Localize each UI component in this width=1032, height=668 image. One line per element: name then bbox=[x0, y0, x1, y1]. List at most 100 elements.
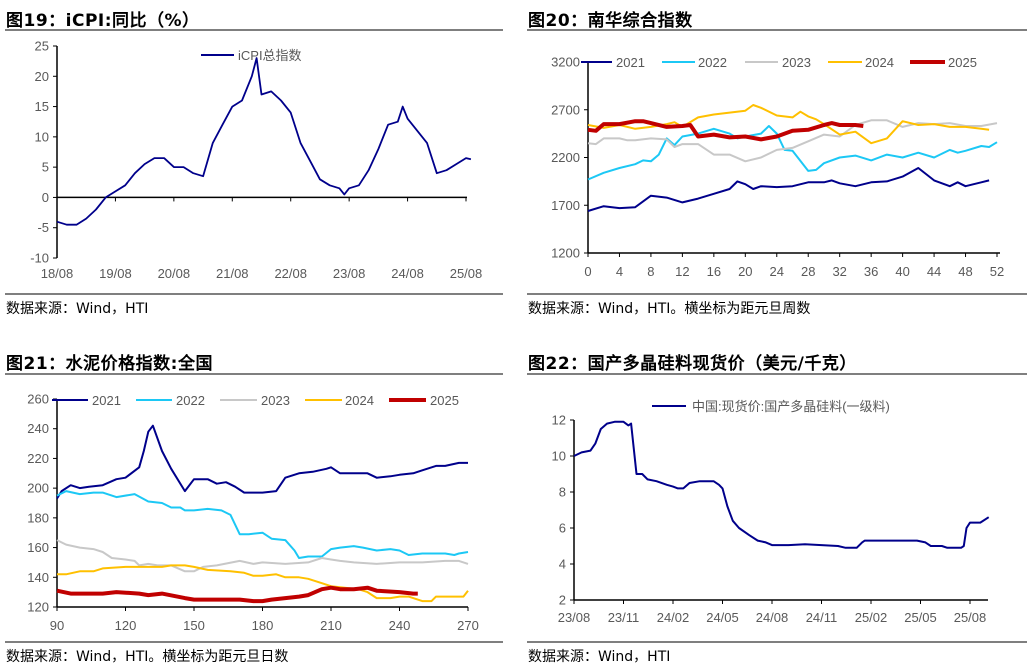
y-tick-label: 20 bbox=[35, 69, 49, 84]
series-line-中国:现货价:国产多晶硅料(一级料) bbox=[573, 420, 990, 549]
series-line-2021 bbox=[56, 424, 468, 500]
x-tick-label: 48 bbox=[958, 264, 972, 279]
legend-item: 2024 bbox=[305, 393, 374, 408]
x-tick-label: 22/08 bbox=[274, 266, 307, 281]
y-tick-label: 5 bbox=[42, 160, 49, 175]
legend-item: 2021 bbox=[581, 55, 645, 70]
y-tick-label: 180 bbox=[27, 510, 49, 525]
x-tick-label: 24/05 bbox=[706, 610, 739, 625]
x-tick-label: 18/08 bbox=[41, 266, 74, 281]
y-tick-label: 260 bbox=[27, 392, 49, 407]
series-line-2022 bbox=[56, 490, 469, 559]
series-line-2022 bbox=[587, 125, 998, 181]
y-tick-label: 140 bbox=[27, 570, 49, 585]
x-tick-label: 24/11 bbox=[806, 610, 838, 625]
y-tick-label: 120 bbox=[27, 600, 49, 615]
y-tick-label: 2200 bbox=[551, 150, 580, 165]
chart-22-plot: 12 10 8 6 4 2 23/08 23/11 24/02 24/05 24/08 24/11 25… bbox=[552, 399, 990, 625]
y-tick-label: 25 bbox=[35, 39, 49, 54]
x-tick-label: 240 bbox=[389, 618, 411, 633]
series-line-2025 bbox=[587, 119, 864, 142]
chart-19-top-rule bbox=[5, 29, 503, 31]
y-tick-label: 160 bbox=[27, 540, 49, 555]
legend-label: 2024 bbox=[345, 393, 374, 408]
series-line-iCPI总指数 bbox=[56, 57, 472, 226]
x-tick-label: 52 bbox=[990, 264, 1004, 279]
legend-item: 2023 bbox=[220, 393, 290, 408]
legend-label: 2021 bbox=[616, 55, 645, 70]
y-tick-label: 2700 bbox=[551, 102, 580, 117]
chart-22-source: 数据来源：Wind，HTI bbox=[528, 649, 671, 665]
chart-21-top-rule bbox=[5, 373, 503, 375]
x-tick-label: 36 bbox=[864, 264, 878, 279]
legend-label: 2022 bbox=[176, 393, 205, 408]
legend-label: 2025 bbox=[948, 55, 977, 70]
x-tick-label: 150 bbox=[183, 618, 205, 633]
x-tick-label: 90 bbox=[50, 618, 64, 633]
x-tick-label: 25/05 bbox=[904, 610, 937, 625]
chart-22-title: 图22：国产多晶硅料现货价（美元/千克） bbox=[528, 354, 857, 374]
chart-20-source: 数据来源：Wind，HTI。横坐标为距元旦周数 bbox=[528, 301, 811, 317]
y-tick-label: 15 bbox=[35, 99, 49, 114]
legend-label: iCPI总指数 bbox=[238, 48, 302, 63]
x-tick-label: 4 bbox=[616, 264, 623, 279]
legend-item: 2023 bbox=[745, 55, 811, 70]
y-tick-label: 8 bbox=[559, 485, 566, 500]
series-line-2024 bbox=[57, 564, 469, 603]
chart-20-title: 图20：南华综合指数 bbox=[528, 11, 693, 31]
chart-21-bottom-rule bbox=[5, 641, 503, 643]
x-tick-label: 24 bbox=[770, 264, 784, 279]
x-tick-label: 16 bbox=[707, 264, 721, 279]
x-tick-label: 28 bbox=[801, 264, 815, 279]
y-tick-label: 4 bbox=[559, 557, 566, 572]
y-tick-label: 1200 bbox=[551, 246, 580, 261]
y-tick-label: 0 bbox=[42, 190, 49, 205]
y-tick-label: -5 bbox=[37, 220, 49, 235]
x-tick-label: 120 bbox=[115, 618, 137, 633]
chart-20-bottom-rule bbox=[527, 293, 1027, 295]
y-tick-label: 3200 bbox=[551, 55, 580, 70]
series-line-2023 bbox=[587, 119, 998, 163]
y-tick-label: 10 bbox=[35, 129, 49, 144]
x-tick-label: 20 bbox=[738, 264, 752, 279]
y-tick-label: 6 bbox=[559, 521, 566, 536]
chart-22-bottom-rule bbox=[527, 641, 1027, 643]
y-tick-label: 2 bbox=[559, 593, 566, 608]
legend-item: iCPI总指数 bbox=[201, 48, 302, 63]
x-tick-label: 24/08 bbox=[391, 266, 424, 281]
x-tick-label: 23/08 bbox=[558, 610, 591, 625]
x-tick-label: 12 bbox=[675, 264, 689, 279]
legend-item: 2021 bbox=[52, 393, 121, 408]
y-tick-label: 12 bbox=[552, 413, 566, 428]
x-tick-label: 210 bbox=[320, 618, 342, 633]
x-tick-label: 44 bbox=[927, 264, 941, 279]
x-tick-label: 23/08 bbox=[333, 266, 366, 281]
x-tick-label: 25/08 bbox=[954, 610, 987, 625]
x-tick-label: 19/08 bbox=[99, 266, 132, 281]
legend-label: 2023 bbox=[782, 55, 811, 70]
y-tick-label: 10 bbox=[552, 449, 566, 464]
legend-item: 中国:现货价:国产多晶硅料(一级料) bbox=[652, 399, 890, 414]
y-tick-label: 200 bbox=[27, 481, 49, 496]
series-line-2021 bbox=[587, 167, 990, 212]
y-tick-label: -10 bbox=[30, 251, 49, 266]
chart-19-title: 图19：iCPI:同比（%） bbox=[6, 11, 200, 31]
x-tick-label: 24/02 bbox=[657, 610, 690, 625]
x-tick-label: 270 bbox=[457, 618, 479, 633]
chart-22-top-rule bbox=[527, 373, 1027, 375]
y-tick-label: 240 bbox=[27, 421, 49, 436]
legend-label: 2022 bbox=[698, 55, 727, 70]
legend-item: 2024 bbox=[828, 55, 894, 70]
x-tick-label: 32 bbox=[832, 264, 846, 279]
x-tick-label: 0 bbox=[584, 264, 591, 279]
legend-label: 2025 bbox=[430, 393, 459, 408]
x-tick-label: 21/08 bbox=[216, 266, 249, 281]
x-tick-label: 25/08 bbox=[450, 266, 483, 281]
legend-item: 2022 bbox=[662, 55, 727, 70]
legend-label: 2024 bbox=[865, 55, 894, 70]
x-tick-label: 20/08 bbox=[158, 266, 191, 281]
